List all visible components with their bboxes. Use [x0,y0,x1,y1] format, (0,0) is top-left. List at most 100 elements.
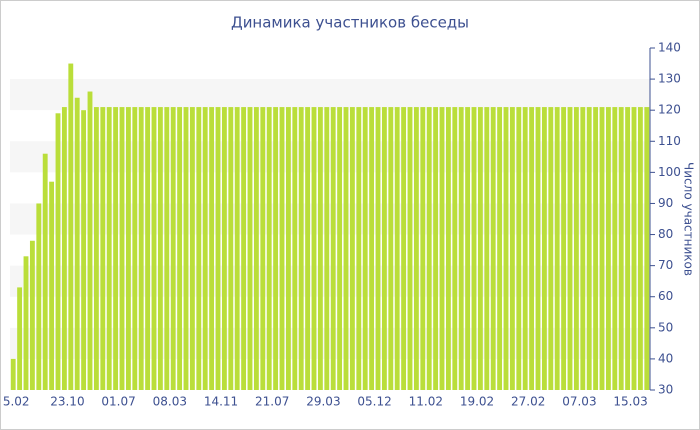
bar [311,107,317,390]
bar [279,107,285,390]
bar [561,107,567,390]
x-tick-label: 5.02 [3,395,30,409]
bar [644,107,650,390]
y-tick-label: 50 [658,320,673,334]
bar [55,113,61,391]
bar [324,107,330,390]
bar [49,181,55,390]
bar [548,107,554,390]
bar [522,107,528,390]
bar [170,107,176,390]
bar [593,107,599,390]
x-tick-label: 23.10 [50,395,84,409]
bar [29,240,35,390]
grid-band [10,141,650,173]
bar [253,107,259,390]
bar [439,107,445,390]
bar [330,107,336,390]
bar [637,107,643,390]
bar [554,107,560,390]
y-axis-label: Число участников [682,162,696,276]
x-tick-label: 05.12 [357,395,391,409]
y-tick-label: 90 [658,196,673,210]
bar [183,107,189,390]
bar [132,107,138,390]
bar [119,107,125,390]
bar [497,107,503,390]
bar [17,287,23,390]
bar [631,107,637,390]
bar [189,107,195,390]
y-tick-label: 120 [658,103,681,117]
bar [477,107,483,390]
y-tick-label: 80 [658,227,673,241]
y-tick-label: 100 [658,165,681,179]
bar [413,107,419,390]
x-tick-label: 11.02 [409,395,443,409]
bar [509,107,515,390]
y-tick-label: 70 [658,258,673,272]
bar [484,107,490,390]
bar [215,107,221,390]
bar [445,107,451,390]
bar [458,107,464,390]
bar [125,107,131,390]
bar [74,97,80,390]
bar [349,107,355,390]
bar [266,107,272,390]
bar [317,107,323,390]
bar [433,107,439,390]
bar [625,107,631,390]
bar [164,107,170,390]
bar [202,107,208,390]
bar [234,107,240,390]
y-tick-label: 130 [658,72,681,86]
bar [177,107,183,390]
bar [618,107,624,390]
bar [452,107,458,390]
bar [541,107,547,390]
bar [241,107,247,390]
bar [138,107,144,390]
bar [586,107,592,390]
bar [81,110,87,390]
bar [362,107,368,390]
bar [209,107,215,390]
bar [305,107,311,390]
bar [228,107,234,390]
y-tick-label: 140 [658,41,681,55]
x-tick-label: 14.11 [204,395,238,409]
bar [394,107,400,390]
bar [599,107,605,390]
bar [529,107,535,390]
bar [36,203,42,390]
bar [573,107,579,390]
bar [113,107,119,390]
x-tick-label: 15.03 [613,395,647,409]
bar [42,153,48,390]
grid-band [10,203,650,235]
bar [106,107,112,390]
y-tick-label: 60 [658,289,673,303]
bar [535,107,541,390]
bar [100,107,106,390]
bar [87,91,93,390]
bar [23,256,29,390]
bar [490,107,496,390]
bar [273,107,279,390]
bar [93,107,99,390]
bar [375,107,381,390]
bar [343,107,349,390]
x-tick-label: 07.03 [562,395,596,409]
grid-band [10,265,650,297]
bar [605,107,611,390]
y-tick-label: 110 [658,134,681,148]
x-tick-label: 27.02 [511,395,545,409]
bar [292,107,298,390]
x-tick-label: 08.03 [153,395,187,409]
bar [298,107,304,390]
bar [61,107,67,390]
bar [381,107,387,390]
bar [247,107,253,390]
